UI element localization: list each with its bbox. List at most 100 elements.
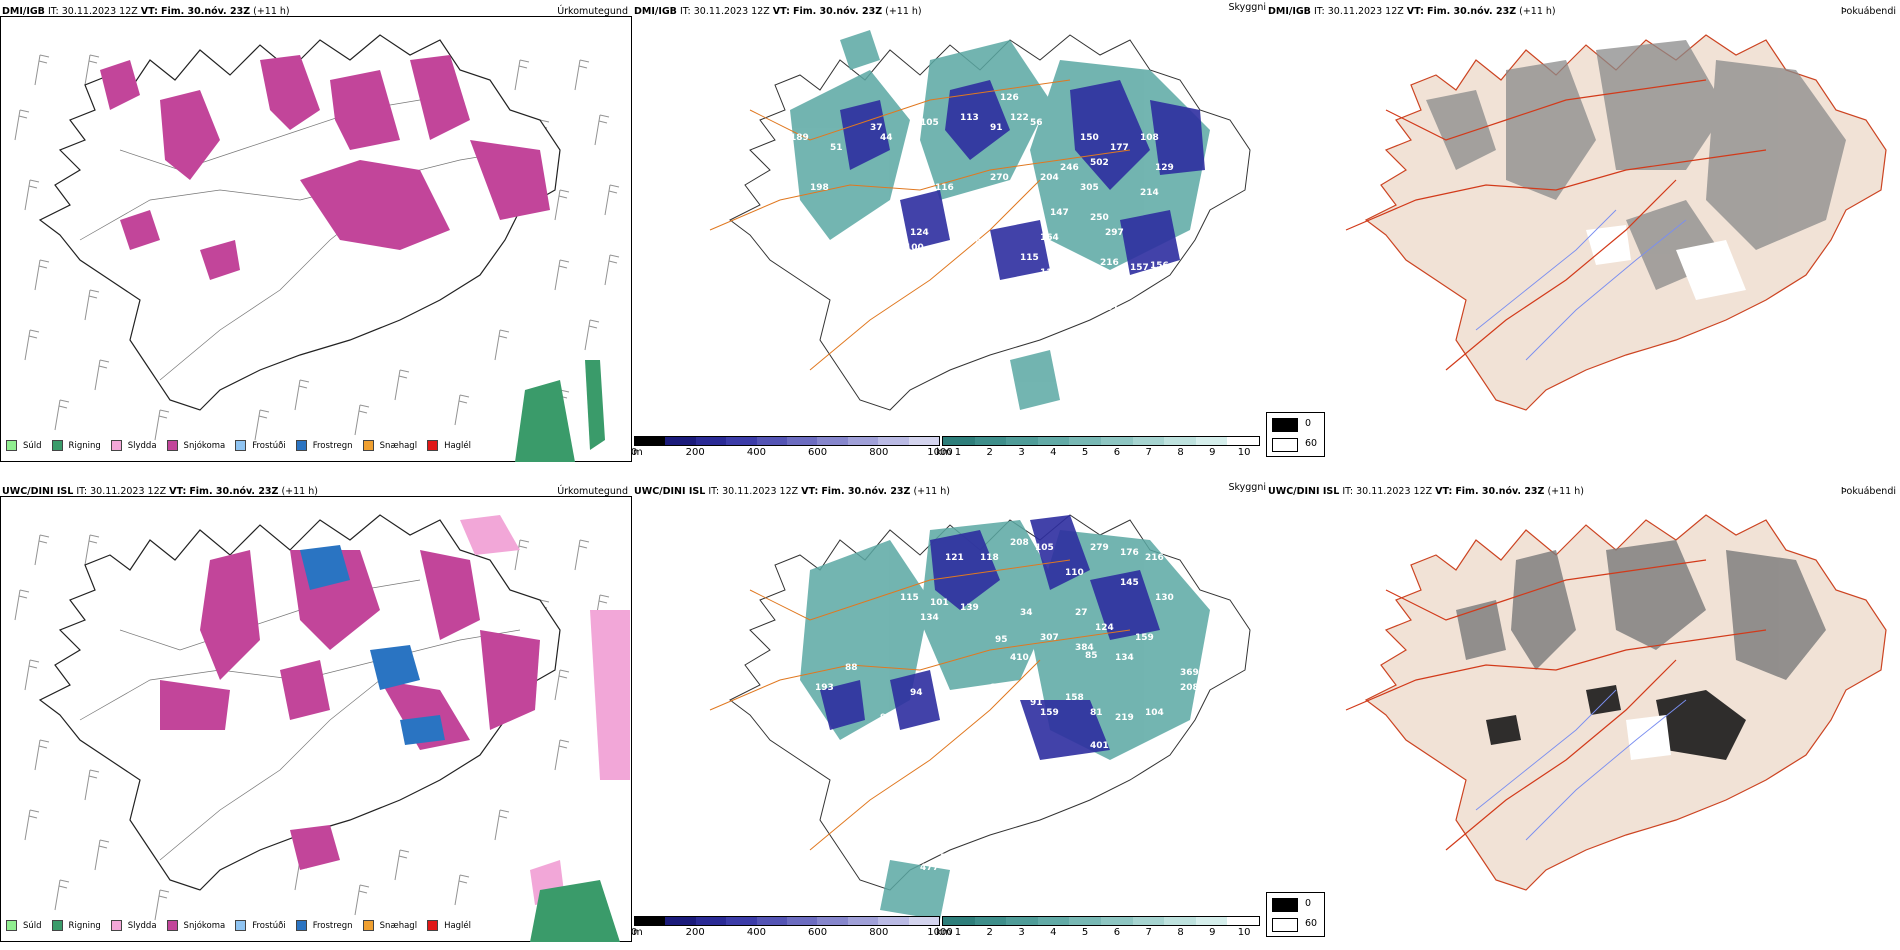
colorbar-cell: [1132, 437, 1165, 445]
iceland-fog-map-bottom: [1345, 514, 1887, 891]
vis-label: 51: [830, 143, 843, 153]
fog-label-60: 60: [1305, 438, 1318, 449]
vis-label: 89: [885, 268, 898, 278]
vis-label: 27: [1075, 608, 1088, 618]
precip-type-panel-top: DMI/IGB IT: 30.11.2023 12Z VT: Fim. 30.n…: [0, 0, 632, 468]
colorbar-cell: [1037, 917, 1070, 925]
roads-vis-bottom: [709, 559, 1131, 851]
vis-label: 135: [1075, 263, 1094, 273]
iceland-precip-map-top: [14, 34, 620, 462]
legend-swatch: [235, 920, 247, 931]
vis-label: 95: [995, 635, 1008, 645]
colorbar-cell: [695, 917, 727, 925]
panel-title-visibility-top: Skyggni: [1228, 2, 1266, 13]
colorbar-tick-label: 4: [1050, 927, 1057, 938]
iceland-fog-map-top: [1345, 34, 1887, 411]
colorbar-tick-label: 800: [869, 927, 889, 938]
vis-label: 113: [960, 113, 979, 123]
vis-label: 357: [1210, 123, 1229, 133]
vis-label: 94: [910, 688, 923, 698]
vis-label: 97: [1210, 638, 1223, 648]
legend-swatch: [166, 920, 178, 931]
colorbar-cell: [878, 917, 909, 925]
colorbar-cell: [1195, 437, 1228, 445]
colorbar-cell: [756, 917, 788, 925]
vis-label: 410: [1010, 653, 1029, 663]
vis-label: 44: [880, 133, 893, 143]
colorbar-cell: [1100, 917, 1133, 925]
iceland-visibility-map-bottom: 121 118 208 105 279 176 216 110 145 130 …: [709, 514, 1251, 920]
colorbar-tick-label: 3: [1018, 927, 1025, 938]
panel-title-precip-top: Úrkomutegund: [557, 6, 628, 17]
colorbar-tick-label: 6: [1113, 447, 1121, 458]
precip-type-frame-bottom: [0, 496, 632, 942]
panel-header-top-middle: DMI/IGB IT: 30.11.2023 12Z VT: Fim. 30.n…: [634, 6, 922, 17]
vis-label: 145: [960, 208, 979, 218]
colorbar-cells: [942, 436, 1260, 446]
vis-label: 84: [990, 683, 1003, 693]
legend-item: Rigning: [51, 920, 101, 931]
vis-label: 305: [1080, 183, 1099, 193]
iceland-precip-map-bottom: [14, 514, 630, 942]
vis-label: 108: [1140, 133, 1159, 143]
vis-label: 94: [880, 713, 893, 723]
fog-white-areas-bottom: [1626, 715, 1671, 760]
vis-label: 297: [1105, 228, 1124, 238]
roads-fog-bottom: [1345, 559, 1767, 851]
fog-swatch-60: [1272, 438, 1298, 452]
vis-label: 204: [1040, 173, 1059, 183]
vis-label: 121: [945, 553, 964, 563]
vis-label: 115: [900, 593, 919, 603]
panel-title-fog-top: Þokuábendi: [1840, 6, 1896, 17]
panel-header-top-right: DMI/IGB IT: 30.11.2023 12Z VT: Fim. 30.n…: [1268, 6, 1556, 17]
colorbar-tick-label: 1000: [927, 447, 953, 458]
colorbar-cell: [974, 437, 1007, 445]
colorbar-tick-label: 2: [986, 447, 993, 458]
legend-item: Haglél: [427, 440, 471, 451]
colorbar-cell: [1227, 917, 1259, 925]
panel-title-fog-bottom: Þokuábendi: [1840, 486, 1896, 497]
legend-swatch: [295, 440, 307, 451]
vis-label: 34: [1020, 608, 1033, 618]
colorbar-cell: [908, 917, 940, 925]
legend-item: Slydda: [110, 440, 157, 451]
vis-label: 91: [990, 123, 1003, 133]
colorbar-cell: [665, 917, 696, 925]
colorbar-unit: m: [633, 927, 643, 938]
vis-label: 37: [870, 123, 883, 133]
vis-label: 139: [960, 603, 979, 613]
panel-header-top-left: DMI/IGB IT: 30.11.2023 12Z VT: Fim. 30.n…: [2, 6, 290, 17]
colorbar-cell: [695, 437, 727, 445]
fog-dark-areas-bottom: [1486, 685, 1746, 760]
visibility-blue-areas-top: [840, 80, 1205, 280]
legend-item: Snjókoma: [166, 920, 225, 931]
legend-item: Snæhagl: [362, 920, 417, 931]
vis-label: 110: [1040, 268, 1059, 278]
colorbar-cell: [726, 437, 757, 445]
vis-label: 214: [1140, 188, 1159, 198]
legend-item: Rigning: [51, 440, 101, 451]
colorbar-tick-label: 7: [1145, 927, 1152, 938]
legend-item: Frostregn: [295, 440, 353, 451]
legend-swatch: [110, 920, 122, 931]
colorbar-tick-label: 600: [808, 927, 828, 938]
vis-label: 401: [1090, 741, 1109, 751]
colorbar-tick-label: 5: [1081, 447, 1089, 458]
colorbar-tick-label: 8: [1177, 447, 1184, 458]
vis-label: 502: [1090, 158, 1109, 168]
precip-legend-top: Súld Rigning Slydda Snjókoma Frostúði Fr…: [6, 440, 481, 451]
legend-swatch: [427, 920, 439, 931]
colorbar-cell: [1132, 917, 1165, 925]
colorbar-cell: [1006, 917, 1038, 925]
colorbar-cell: [847, 437, 879, 445]
colorbar-cell: [1069, 917, 1101, 925]
legend-item: Slydda: [110, 920, 157, 931]
vis-label: 134: [1115, 653, 1134, 663]
colorbar-cell: [1006, 437, 1038, 445]
visibility-colorbar-km-bottom: 1 2 3 4 5 6 7 8 9 10 km: [936, 916, 1260, 940]
fog-label-0: 0: [1305, 898, 1312, 909]
vis-label: 85: [1085, 651, 1098, 661]
colorbar-tick-label: 10: [1237, 447, 1251, 458]
rain-areas-top: [515, 360, 605, 462]
visibility-panel-bottom: 121 118 208 105 279 176 216 110 145 130 …: [632, 480, 1266, 948]
